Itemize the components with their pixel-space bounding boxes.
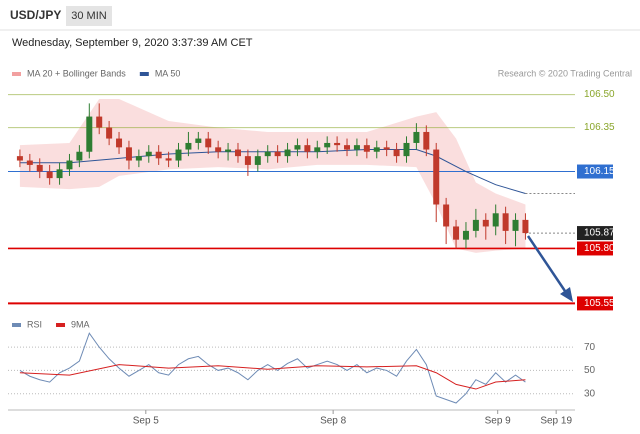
level-label: 105.80 (584, 243, 615, 254)
candle-body (443, 204, 450, 227)
level-label: 106.15 (584, 166, 615, 177)
candle-body (195, 138, 202, 143)
candle-body (274, 151, 281, 157)
candle-body (353, 145, 360, 150)
candle-body (56, 169, 63, 179)
candle-body (453, 226, 460, 240)
candle-body (36, 164, 43, 172)
level-label: 105.55 (584, 298, 615, 309)
level-label: 106.35 (584, 122, 615, 133)
candle-body (234, 149, 241, 157)
candle-body (403, 142, 410, 157)
timestamp: Wednesday, September 9, 2020 3:37:39 AM … (12, 37, 253, 49)
candle-body (175, 149, 182, 161)
candle-body (294, 145, 301, 150)
candle-body (155, 151, 162, 159)
candle-body (522, 219, 529, 234)
candle-body (472, 219, 479, 231)
candle-body (86, 116, 93, 152)
interval: 30 MIN (71, 10, 107, 22)
legend-swatch (12, 323, 21, 327)
level-label-box (577, 164, 613, 179)
candle-body (373, 147, 380, 152)
interval-badge (66, 6, 112, 26)
y-tick-label: 50 (584, 365, 596, 376)
arrow-head (560, 287, 573, 302)
level-label-box (577, 296, 613, 311)
series-line (19, 332, 526, 404)
legend-label: MA 20 + Bollinger Bands (27, 68, 126, 78)
candle-body (284, 149, 291, 157)
level-label-box (577, 226, 613, 241)
level-label: 105.87 (584, 228, 615, 239)
candle-body (462, 230, 469, 240)
candle-body (116, 138, 123, 148)
level-label: 106.50 (584, 89, 615, 100)
candle-body (215, 147, 222, 152)
x-tick-label: Sep 19 (540, 416, 572, 427)
candle-body (304, 145, 311, 152)
legend-label: MA 50 (155, 68, 181, 78)
symbol: USD/JPY (10, 8, 61, 22)
arrow-shaft (526, 235, 569, 295)
bollinger-band (19, 98, 526, 253)
candle-body (205, 138, 212, 148)
candle-body (393, 149, 400, 157)
legend-label: 9MA (71, 319, 90, 329)
candle-body (324, 142, 331, 148)
candle-body (512, 219, 519, 231)
source: Research © 2020 Trading Central (498, 68, 632, 78)
candle-body (145, 151, 152, 157)
candle-body (135, 156, 142, 161)
candle-body (502, 213, 509, 231)
candle-body (413, 131, 420, 143)
level-label-box (577, 241, 613, 256)
x-tick-label: Sep 5 (133, 416, 160, 427)
candle-body (96, 116, 103, 128)
candle-body (26, 160, 33, 165)
candle-body (363, 145, 370, 152)
candle-body (383, 147, 390, 150)
candle-body (433, 149, 440, 205)
candle-body (76, 151, 83, 161)
candle-body (314, 147, 321, 152)
y-tick-label: 70 (584, 342, 596, 353)
candle-body (125, 147, 132, 161)
candle-body (106, 127, 113, 139)
candle-body (16, 156, 23, 161)
x-tick-label: Sep 8 (320, 416, 347, 427)
legend-label: RSI (27, 319, 42, 329)
candle-body (185, 142, 192, 150)
y-tick-label: 30 (584, 388, 596, 399)
candle-body (46, 171, 53, 179)
candle-body (344, 145, 351, 150)
legend-swatch (56, 323, 66, 327)
candle-body (334, 142, 341, 146)
legend-swatch (12, 72, 21, 76)
candle-body (165, 158, 172, 161)
candle-body (492, 213, 499, 227)
candle-body (254, 156, 261, 165)
candle-body (423, 131, 430, 150)
legend-swatch (139, 72, 149, 76)
series-line (19, 364, 526, 390)
candle-body (264, 151, 271, 157)
candle-body (482, 219, 489, 227)
candle-body (244, 156, 251, 165)
candle-body (66, 160, 73, 170)
candle-body (225, 149, 232, 152)
x-tick-label: Sep 9 (485, 416, 512, 427)
